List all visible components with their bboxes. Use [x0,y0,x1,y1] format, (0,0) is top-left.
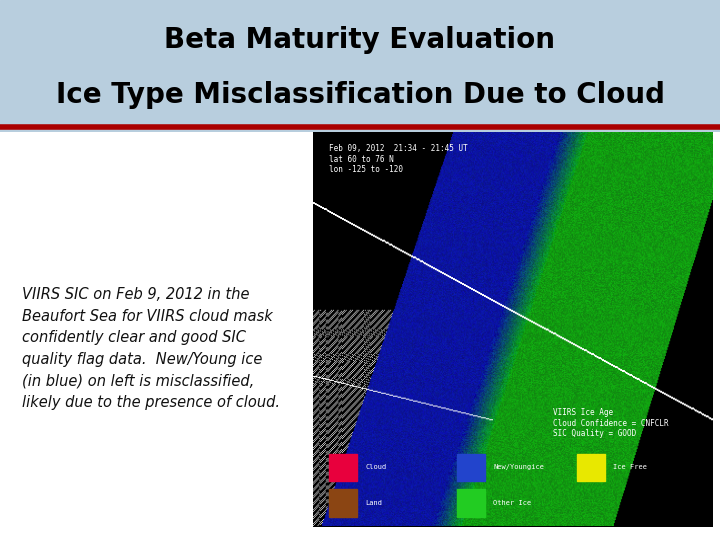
Text: VIIRS Ice Age
Cloud Confidence = CNFCLR
SIC Quality = GOOD: VIIRS Ice Age Cloud Confidence = CNFCLR … [553,408,669,438]
Bar [329,454,357,481]
Text: Land: Land [365,500,382,506]
Bar [457,454,485,481]
Bar [577,454,605,481]
Text: Ice Free: Ice Free [613,464,647,470]
Text: Cloud: Cloud [365,464,387,470]
Text: Ice Type Misclassification Due to Cloud: Ice Type Misclassification Due to Cloud [55,81,665,109]
Bar [457,489,485,517]
Text: Other Ice: Other Ice [493,500,531,506]
Text: VIIRS SIC on Feb 9, 2012 in the
Beaufort Sea for VIIRS cloud mask
confidently cl: VIIRS SIC on Feb 9, 2012 in the Beaufort… [22,287,279,410]
Text: New/Youngice: New/Youngice [493,464,544,470]
Text: Beta Maturity Evaluation: Beta Maturity Evaluation [164,26,556,53]
Bar [329,489,357,517]
Text: Feb 09, 2012  21:34 - 21:45 UT
lat 60 to 76 N
lon -125 to -120: Feb 09, 2012 21:34 - 21:45 UT lat 60 to … [329,144,468,174]
